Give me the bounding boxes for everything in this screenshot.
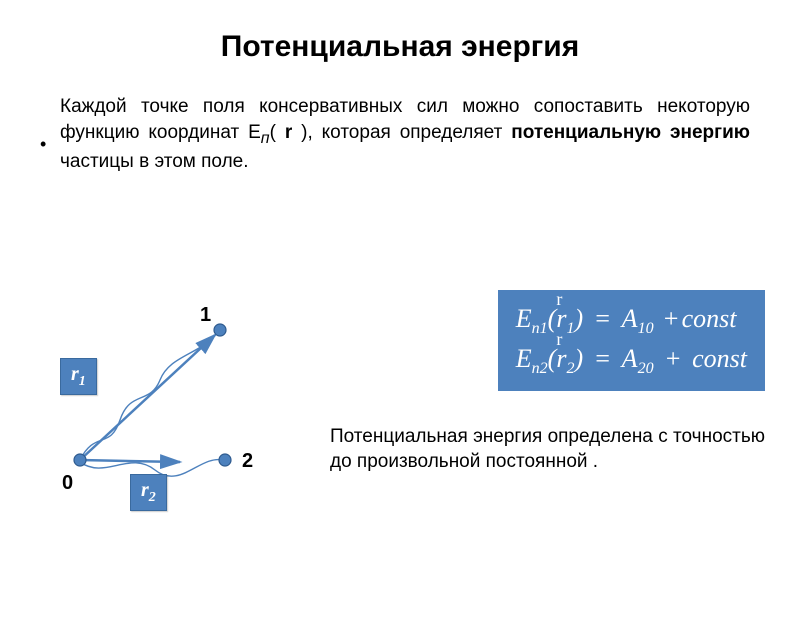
node-2 [219,454,231,466]
diagram-svg [60,310,320,510]
f2-r: r [556,344,566,373]
f2-asub: 20 [638,361,654,378]
bullet-icon: • [40,134,46,155]
f1-const: const [682,304,737,333]
tag-r2: r2 [130,474,167,511]
vector-diagram: 1 2 0 r1 r2 [60,310,320,510]
f2-eq: = [590,344,616,373]
node-label-1: 1 [200,304,211,327]
f1-A: A [622,304,638,333]
f2-A: A [622,344,638,373]
para-post: ), которая определяет [292,122,511,143]
f2-plus: + [660,344,686,373]
tag-r2-sub: 2 [149,490,156,505]
f1-eq: = [590,304,616,333]
formula-box: Eп1(r1) = A10 +const Eп2(r2) = A20 + con… [498,290,765,391]
f1-open: ( [548,304,557,333]
f1-sub: п1 [532,320,548,337]
node-0 [74,454,86,466]
f2-open: ( [548,344,557,373]
tag-r2-text: r [141,479,149,501]
formula-line-1: Eп1(r1) = A10 +const [516,300,747,340]
f1-plus: + [660,304,682,333]
para-mid: ( [270,122,285,143]
f1-close: ) [574,304,583,333]
f2-sub: п2 [532,361,548,378]
tag-r1: r1 [60,358,97,395]
f1-E: E [516,304,532,333]
node-1 [214,324,226,336]
footnote-paragraph: Потенциальная энергия определена с точно… [330,425,765,474]
f2-close: ) [574,344,583,373]
f2-E: E [516,344,532,373]
f2-rvec-icon: r [556,340,566,378]
f2-const: const [692,344,747,373]
node-label-0: 0 [62,472,73,495]
intro-paragraph: Каждой точке поля консервативных сил мож… [60,94,750,175]
page-title: Потенциальная энергия [0,30,800,64]
formula-line-2: Eп2(r2) = A20 + const [516,340,747,380]
f1-asub: 10 [638,320,654,337]
para-sub: п [261,129,270,146]
para-tail: частицы в этом поле. [60,151,249,172]
tag-r1-text: r [71,363,79,385]
arrow-r2 [80,460,180,462]
para-bold: потенциальную энергию [511,122,750,143]
node-label-2: 2 [242,450,253,473]
tag-r1-sub: 1 [79,374,86,389]
